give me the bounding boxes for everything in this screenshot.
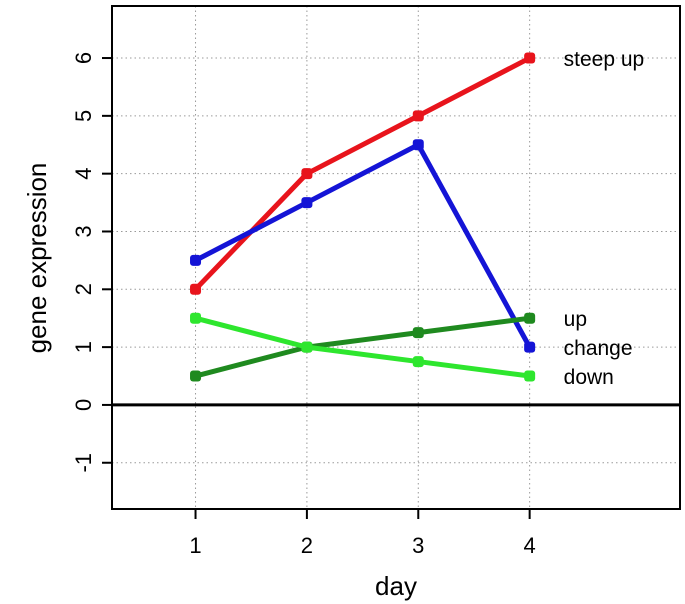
- x-tick-label-2: 2: [301, 533, 313, 558]
- point-up-day-1: [190, 370, 202, 382]
- plot-background: [112, 6, 680, 509]
- y-tick-label-1: 1: [71, 341, 96, 353]
- series-label-change: change: [564, 337, 633, 360]
- point-steep-up-day-1: [190, 283, 202, 295]
- y-tick-label-2: 2: [71, 283, 96, 295]
- series-line-down: [193, 315, 533, 379]
- y-tick-label-6: 6: [71, 52, 96, 64]
- y-axis-title: gene expression: [22, 163, 52, 354]
- y-axis: -1 0 1 2 3 4 5 6: [71, 52, 112, 473]
- y-tick-label-4: 4: [71, 168, 96, 180]
- series-label-down: down: [564, 366, 614, 389]
- x-axis-title: day: [375, 571, 417, 601]
- point-steep-up-day-4: [524, 52, 536, 64]
- y-tick-label-5: 5: [71, 110, 96, 122]
- point-steep-up-day-2: [301, 168, 313, 180]
- point-up-day-3: [412, 327, 424, 339]
- y-tick-label-3: 3: [71, 225, 96, 237]
- point-change-day-4: [524, 341, 536, 353]
- point-change-day-3: [412, 139, 424, 151]
- point-change-day-1: [190, 254, 202, 266]
- series-line-change: [193, 142, 533, 350]
- point-down-day-3: [412, 356, 424, 368]
- point-up-day-4: [524, 312, 536, 324]
- series-labels: steep up change up down: [564, 48, 645, 389]
- x-tick-label-3: 3: [412, 533, 424, 558]
- point-steep-up-day-3: [412, 110, 424, 122]
- x-tick-label-1: 1: [189, 533, 201, 558]
- point-down-day-2: [301, 341, 313, 353]
- series-layer: [190, 52, 536, 382]
- x-axis: 1 2 3 4: [189, 509, 536, 558]
- y-tick-label--1: -1: [71, 453, 96, 473]
- x-tick-label-4: 4: [524, 533, 536, 558]
- point-change-day-2: [301, 197, 313, 209]
- series-line-up: [193, 315, 533, 379]
- plot-frame: [111, 5, 681, 510]
- point-down-day-4: [524, 370, 536, 382]
- point-down-day-1: [190, 312, 202, 324]
- y-tick-label-0: 0: [71, 399, 96, 411]
- series-label-up: up: [564, 308, 587, 331]
- series-label-steep-up: steep up: [564, 48, 645, 71]
